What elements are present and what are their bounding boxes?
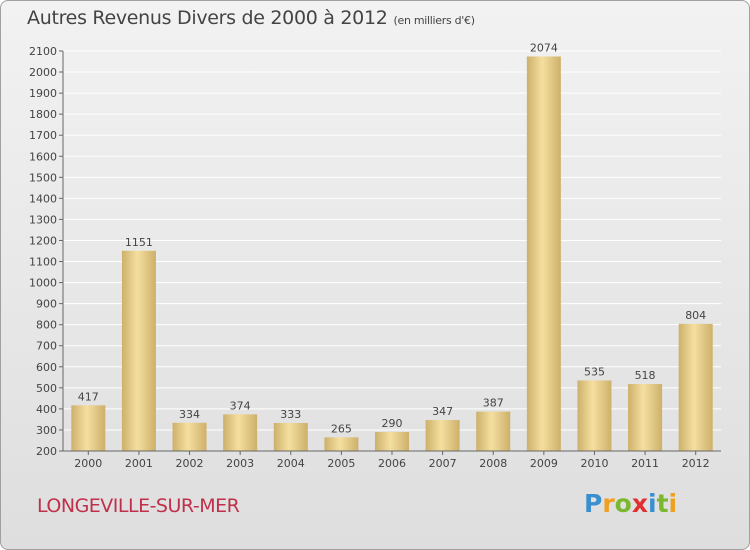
data-label-2000: 417 (78, 390, 99, 403)
x-tick-label: 2010 (580, 457, 608, 470)
data-label-2002: 334 (179, 408, 200, 421)
logo-letter: t (656, 489, 669, 518)
y-axis-ticks: 200 300 400 500 600 700 800 900 1000 1100 1200 1300… (29, 45, 63, 458)
bar-2006 (375, 432, 409, 451)
y-tick-label: 1100 (29, 256, 57, 269)
x-tick-label: 2000 (74, 457, 102, 470)
location-label: LONGEVILLE-SUR-MER (37, 495, 240, 517)
data-label-2009: 2074 (530, 41, 558, 54)
bar-2000 (71, 405, 106, 451)
chart-title: Autres Revenus Divers de 2000 à 2012 (en … (27, 7, 475, 29)
bar-2004 (273, 423, 308, 451)
x-tick-label: 2009 (530, 457, 558, 470)
bar-2003 (223, 414, 258, 451)
x-tick-label: 2012 (682, 457, 710, 470)
y-tick-label: 600 (36, 361, 57, 374)
y-tick-label: 1900 (29, 87, 57, 100)
y-tick-label: 1600 (29, 150, 57, 163)
data-label-2005: 265 (331, 422, 352, 435)
data-label-2012: 804 (685, 309, 706, 322)
y-tick-label: 900 (36, 298, 57, 311)
x-tick-label: 2006 (378, 457, 406, 470)
y-tick-label: 1700 (29, 129, 57, 142)
x-tick-label: 2003 (226, 457, 254, 470)
y-tick-label: 1800 (29, 108, 57, 121)
logo-letter: x (631, 489, 648, 518)
bar-2005 (324, 437, 359, 451)
data-label-2008: 387 (483, 397, 504, 410)
bars (71, 56, 713, 451)
logo-letter: P (584, 489, 603, 518)
y-tick-label: 2100 (29, 45, 57, 58)
x-tick-label: 2002 (176, 457, 204, 470)
bar-2009 (526, 56, 561, 451)
x-axis-ticks: 2000 2001 2002 2003 2004 2005 2006 2007 2008 2009… (74, 451, 710, 470)
grid-lines (63, 50, 721, 452)
data-label-2010: 535 (584, 365, 605, 378)
logo-letter: i (648, 489, 657, 518)
data-label-2006: 290 (382, 417, 403, 430)
chart-title-text: Autres Revenus Divers de 2000 à 2012 (27, 7, 388, 29)
bar-2011 (628, 384, 663, 451)
y-tick-label: 1500 (29, 171, 57, 184)
logo-letter: i (668, 489, 678, 518)
logo-letter: o (614, 489, 632, 518)
y-tick-label: 1000 (29, 277, 57, 290)
y-tick-label: 1400 (29, 192, 57, 205)
y-tick-label: 2000 (29, 66, 57, 79)
bar-2001 (121, 250, 156, 451)
data-label-2007: 347 (432, 405, 453, 418)
y-tick-label: 1300 (29, 213, 57, 226)
x-tick-label: 2004 (277, 457, 305, 470)
bar-2008 (476, 411, 511, 451)
y-tick-label: 200 (36, 445, 57, 458)
data-labels: 417 1151 334 374 333 265 290 347 387 2074 535 518 80… (78, 41, 706, 435)
x-tick-label: 2005 (327, 457, 355, 470)
y-tick-label: 300 (36, 424, 57, 437)
bar-2007 (425, 420, 460, 451)
data-label-2011: 518 (635, 369, 656, 382)
bar-2010 (577, 380, 612, 451)
y-tick-label: 1200 (29, 234, 57, 247)
bar-2012 (678, 323, 713, 451)
y-tick-label: 800 (36, 319, 57, 332)
y-tick-label: 400 (36, 403, 57, 416)
data-label-2003: 374 (230, 399, 251, 412)
y-tick-label: 500 (36, 382, 57, 395)
x-tick-label: 2011 (631, 457, 659, 470)
x-tick-label: 2007 (429, 457, 457, 470)
x-tick-label: 2008 (479, 457, 507, 470)
proxiti-logo: Proxiti (584, 489, 677, 518)
data-label-2004: 333 (280, 408, 301, 421)
data-label-2001: 1151 (125, 236, 153, 249)
y-tick-label: 700 (36, 340, 57, 353)
logo-letter: r (602, 489, 615, 518)
x-tick-label: 2001 (125, 457, 153, 470)
unit-note: (en milliers d'€) (393, 14, 475, 27)
bar-2002 (172, 422, 207, 451)
